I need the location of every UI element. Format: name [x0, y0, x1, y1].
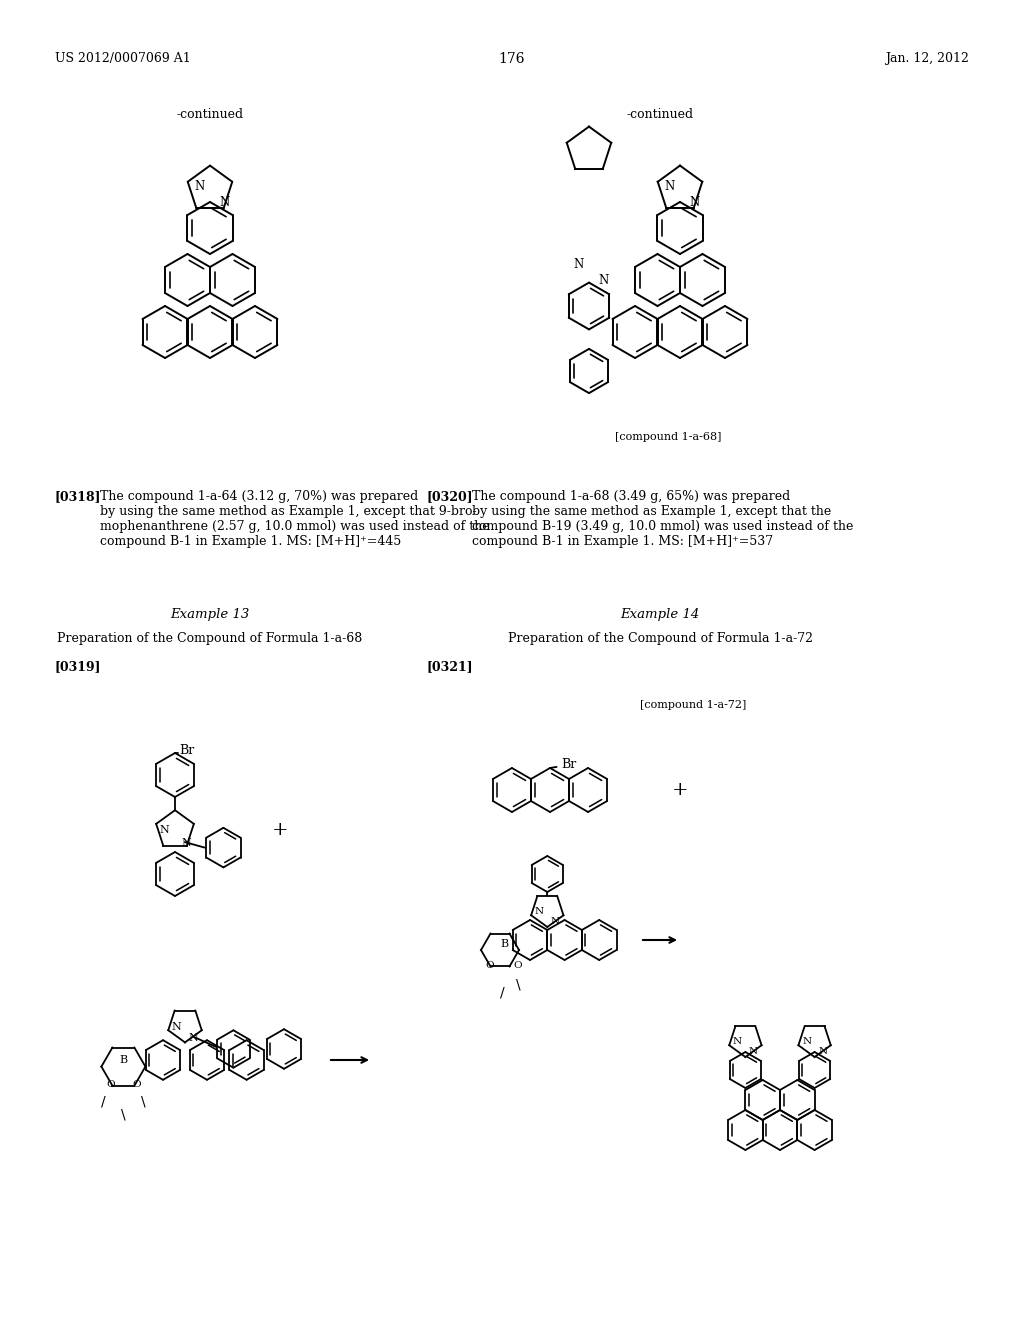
- Text: The compound 1-a-64 (3.12 g, 70%) was prepared
by using the same method as Examp: The compound 1-a-64 (3.12 g, 70%) was pr…: [100, 490, 489, 548]
- Text: Preparation of the Compound of Formula 1-a-72: Preparation of the Compound of Formula 1…: [508, 632, 812, 645]
- Text: N: N: [733, 1038, 742, 1047]
- Text: /: /: [101, 1094, 105, 1109]
- Text: [0319]: [0319]: [55, 660, 101, 673]
- Text: B: B: [120, 1055, 127, 1065]
- Text: 176: 176: [499, 51, 525, 66]
- Text: [0318]: [0318]: [55, 490, 101, 503]
- Text: N: N: [573, 257, 584, 271]
- Text: [0321]: [0321]: [427, 660, 474, 673]
- Text: N: N: [535, 908, 544, 916]
- Text: B: B: [500, 939, 508, 949]
- Text: N: N: [802, 1038, 811, 1047]
- Text: US 2012/0007069 A1: US 2012/0007069 A1: [55, 51, 190, 65]
- Text: -continued: -continued: [627, 108, 693, 121]
- Text: Jan. 12, 2012: Jan. 12, 2012: [885, 51, 969, 65]
- Text: N: N: [181, 838, 190, 849]
- Text: N: N: [665, 180, 675, 193]
- Text: +: +: [672, 781, 688, 799]
- Text: N: N: [689, 195, 699, 209]
- Text: \: \: [121, 1107, 126, 1122]
- Text: N: N: [598, 273, 608, 286]
- Text: O: O: [105, 1080, 115, 1089]
- Text: \: \: [516, 977, 520, 991]
- Text: N: N: [195, 180, 205, 193]
- Text: N: N: [749, 1048, 758, 1056]
- Text: -continued: -continued: [176, 108, 244, 121]
- Text: N: N: [171, 1022, 181, 1032]
- Text: [0320]: [0320]: [427, 490, 474, 503]
- Text: Example 14: Example 14: [621, 609, 699, 620]
- Text: N: N: [818, 1048, 827, 1056]
- Text: N: N: [188, 1034, 199, 1043]
- Text: N: N: [219, 195, 229, 209]
- Text: Br: Br: [561, 758, 577, 771]
- Text: O: O: [485, 961, 495, 970]
- Text: +: +: [271, 821, 288, 840]
- Text: Example 13: Example 13: [170, 609, 250, 620]
- Text: O: O: [514, 961, 522, 970]
- Text: Preparation of the Compound of Formula 1-a-68: Preparation of the Compound of Formula 1…: [57, 632, 362, 645]
- Text: N: N: [551, 917, 560, 927]
- Text: /: /: [500, 985, 504, 999]
- Text: Br: Br: [179, 744, 195, 758]
- Text: [compound 1-a-68]: [compound 1-a-68]: [615, 432, 722, 442]
- Text: [compound 1-a-72]: [compound 1-a-72]: [640, 700, 746, 710]
- Text: N: N: [159, 825, 169, 836]
- Text: O: O: [132, 1080, 141, 1089]
- Text: The compound 1-a-68 (3.49 g, 65%) was prepared
by using the same method as Examp: The compound 1-a-68 (3.49 g, 65%) was pr…: [472, 490, 853, 548]
- Text: \: \: [141, 1094, 145, 1109]
